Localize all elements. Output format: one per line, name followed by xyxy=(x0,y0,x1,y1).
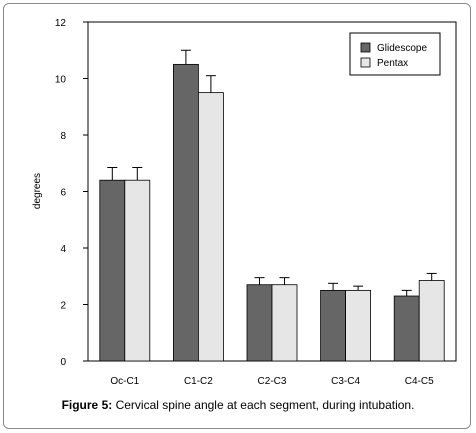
bar-glidescope-c2-c3 xyxy=(246,284,273,362)
bar-glidescope-c1-c2 xyxy=(172,63,199,362)
legend: Glidescope Pentax xyxy=(349,32,441,76)
caption-text: Cervical spine angle at each segment, du… xyxy=(112,398,415,412)
caption-label: Figure 5: xyxy=(61,398,113,412)
legend-label-pentax: Pentax xyxy=(377,58,408,69)
bars-group xyxy=(99,49,445,362)
x-tick-label: C3-C4 xyxy=(331,376,360,387)
bar-pentax-oc-c1 xyxy=(124,179,151,362)
x-axis-labels: Oc-C1 C1-C2 C2-C3 C3-C4 C4-C5 xyxy=(110,376,434,387)
bar-glidescope-c3-c4 xyxy=(320,289,347,362)
bar-pentax-c1-c2 xyxy=(197,92,224,362)
bar-glidescope-c4-c5 xyxy=(393,295,420,362)
y-axis-title: degrees xyxy=(32,173,43,209)
y-tick-label: 12 xyxy=(55,18,67,29)
legend-swatch-glidescope xyxy=(360,42,371,53)
y-tick-label: 2 xyxy=(60,301,66,312)
bar-glidescope-oc-c1 xyxy=(99,179,126,362)
bar-pentax-c2-c3 xyxy=(271,284,298,362)
y-tick-label: 10 xyxy=(55,75,67,86)
figure-caption: Figure 5: Cervical spine angle at each s… xyxy=(0,398,476,412)
x-tick-label: C1-C2 xyxy=(184,376,213,387)
bar-pentax-c4-c5 xyxy=(418,280,445,362)
legend-swatch-pentax xyxy=(360,57,371,68)
y-tick-label: 4 xyxy=(60,244,66,255)
y-tick-label: 0 xyxy=(60,357,66,368)
y-axis: 0 2 4 6 8 10 12 xyxy=(55,18,88,368)
x-tick-label: Oc-C1 xyxy=(110,376,139,387)
legend-box xyxy=(349,32,441,76)
y-tick-label: 8 xyxy=(60,131,66,142)
x-tick-label: C2-C3 xyxy=(258,376,287,387)
y-tick-label: 6 xyxy=(60,188,66,199)
bar-chart: 0 2 4 6 8 10 12 Oc-C1 C1-C2 C2-C3 C3-C4 C4-C5 degr… xyxy=(32,18,457,387)
x-tick-label: C4-C5 xyxy=(405,376,434,387)
legend-label-glidescope: Glidescope xyxy=(377,43,427,54)
bar-pentax-c3-c4 xyxy=(345,289,372,362)
